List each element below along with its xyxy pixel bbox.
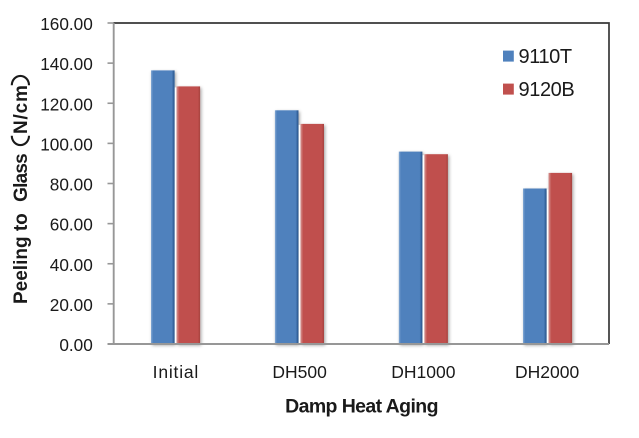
- svg-text:80.00: 80.00: [50, 175, 93, 195]
- svg-text:Peeling to: Peeling to: [11, 213, 32, 304]
- svg-text:60.00: 60.00: [50, 215, 93, 235]
- svg-text:20.00: 20.00: [50, 295, 93, 315]
- svg-text:100.00: 100.00: [40, 134, 93, 154]
- svg-text:9120B: 9120B: [519, 79, 575, 101]
- svg-text:DH500: DH500: [272, 362, 327, 382]
- svg-text:DH2000: DH2000: [515, 362, 579, 382]
- svg-text:140.00: 140.00: [40, 54, 93, 74]
- svg-text:40.00: 40.00: [50, 255, 93, 275]
- svg-text:Glass: Glass: [11, 154, 32, 202]
- svg-text:Damp Heat Aging: Damp Heat Aging: [285, 396, 438, 418]
- svg-text:N/cm: N/cm: [11, 84, 32, 134]
- svg-text:0.00: 0.00: [59, 335, 92, 355]
- svg-text:9110T: 9110T: [519, 46, 572, 68]
- svg-text:Initial: Initial: [153, 362, 199, 382]
- svg-text:160.00: 160.00: [40, 14, 93, 34]
- svg-text:120.00: 120.00: [40, 94, 93, 114]
- svg-text:DH1000: DH1000: [391, 362, 455, 382]
